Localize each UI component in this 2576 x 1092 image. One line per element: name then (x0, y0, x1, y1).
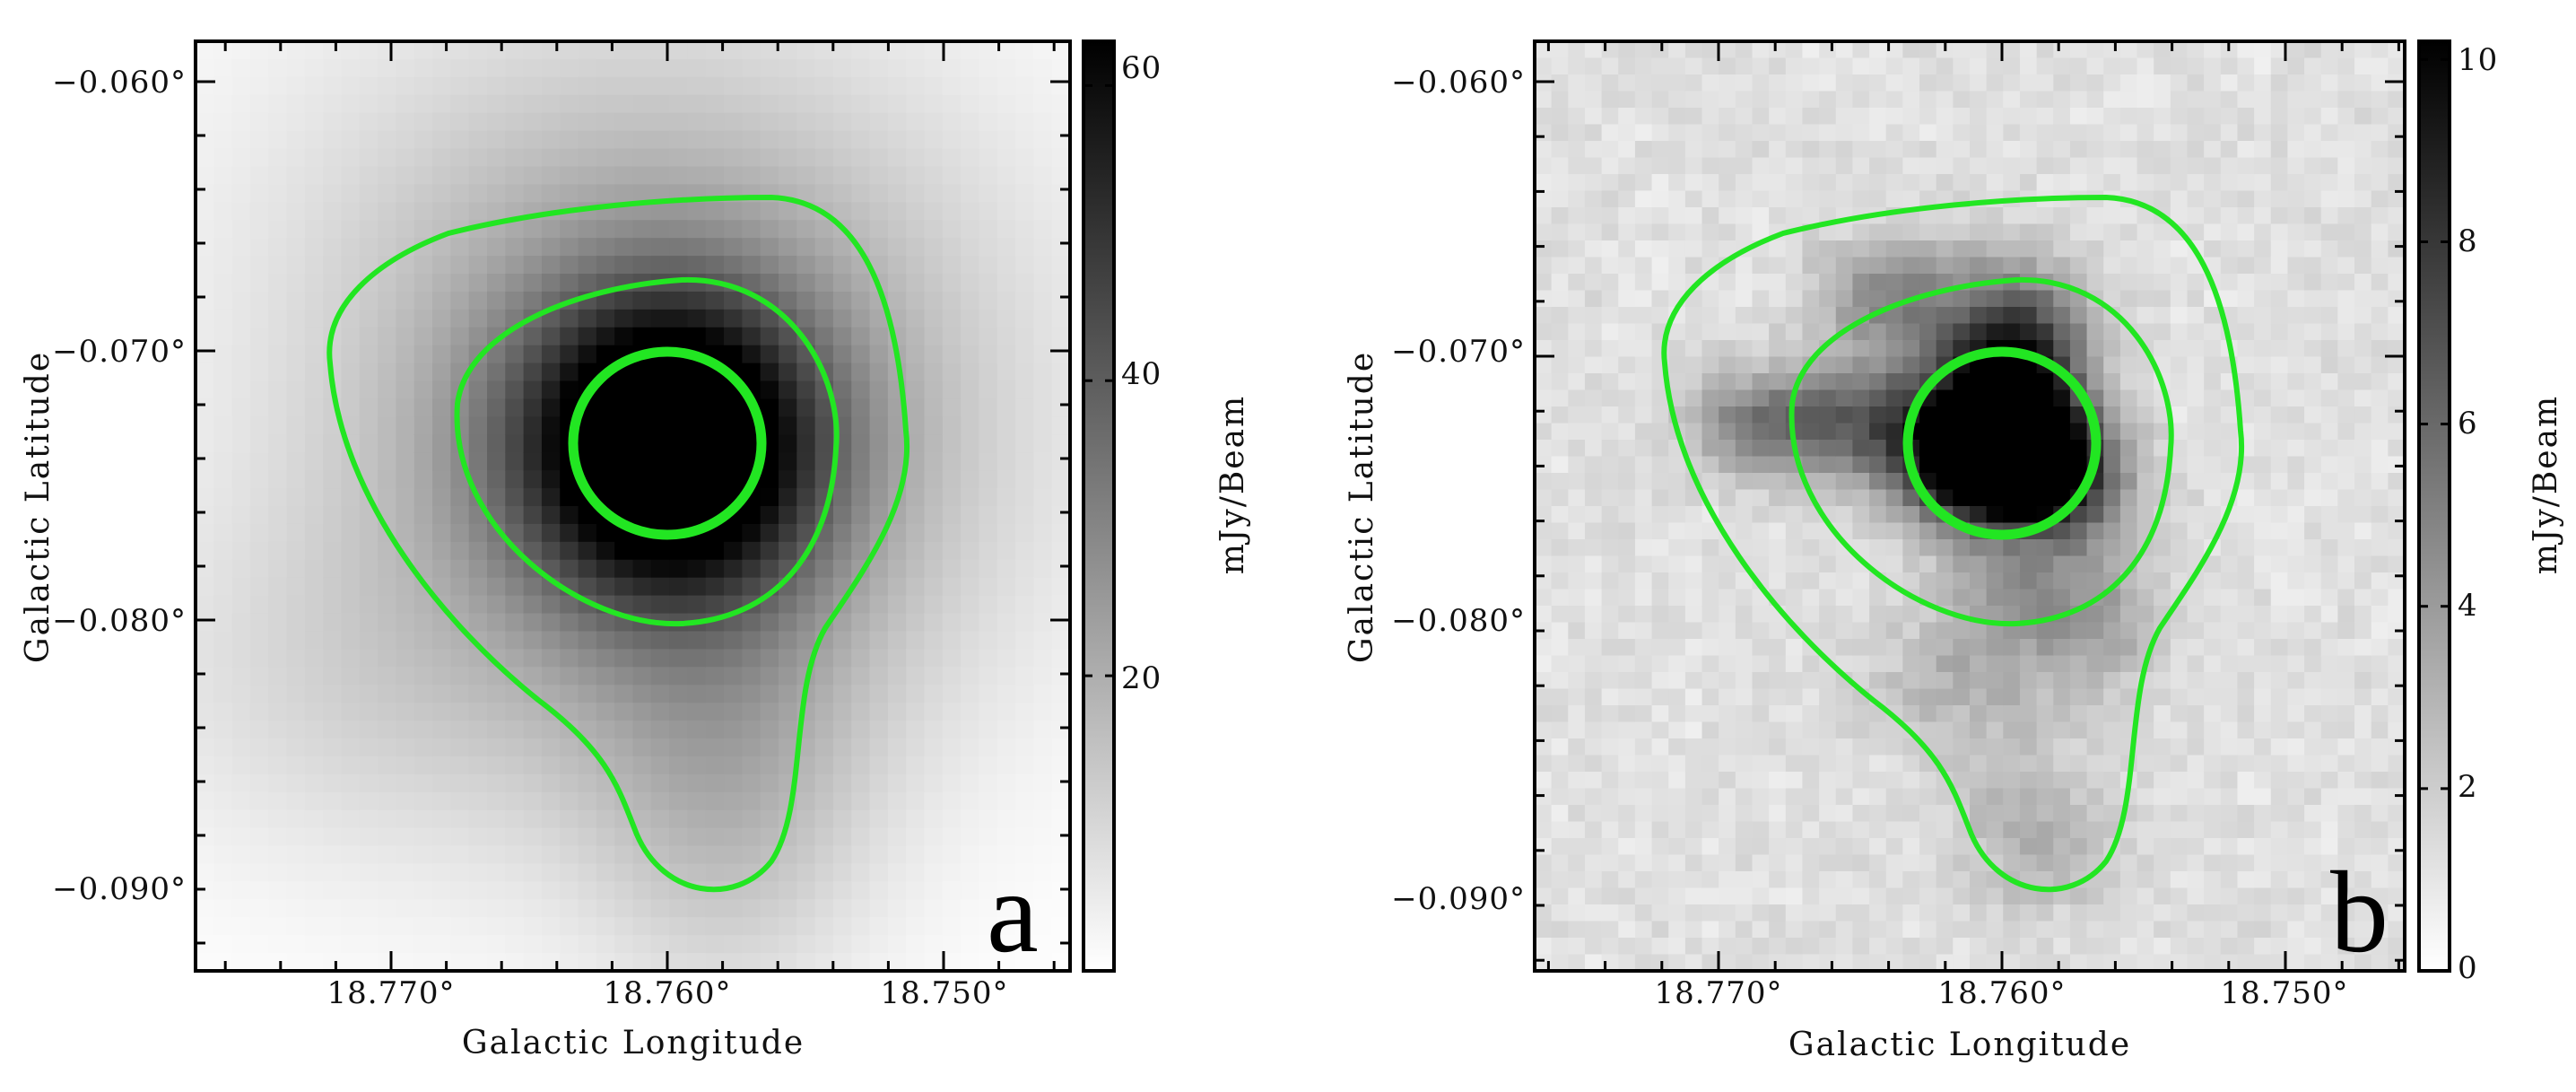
colorbar-ticks-a (1083, 83, 1114, 677)
ticks-a (196, 41, 1070, 971)
contour-middle-b (1788, 276, 2174, 627)
x-tick-b-1: 18.770° (1655, 975, 1783, 1011)
contour-inner-b (1902, 346, 2102, 540)
contour-middle-a (454, 276, 840, 627)
colorbar-a (1082, 39, 1116, 973)
colorbar-tick-a-60: 60 (1121, 50, 1162, 86)
ticks-b (1535, 41, 2405, 971)
colorbar-tick-b-0: 0 (2458, 950, 2478, 986)
colorbar-label-a: mJy/Beam (1214, 395, 1251, 574)
contours-a (326, 194, 910, 893)
y-tick-a-1: −0.060° (52, 65, 187, 100)
heatmap-a (196, 41, 1070, 971)
panel-a: −0.060° −0.070° −0.080° −0.090° 18.770° … (20, 39, 1251, 1061)
contour-outer-a (326, 194, 910, 893)
x-tick-a-3: 18.750° (881, 975, 1009, 1011)
colorbar-ticks-b (2419, 57, 2450, 973)
colorbar-tick-b-6: 6 (2458, 406, 2478, 441)
frame-a (194, 39, 1072, 973)
colorbar-b (2417, 39, 2451, 973)
y-axis-label-b: Galactic Latitude (1344, 351, 1380, 663)
contour-outer-b (1661, 194, 2245, 893)
y-tick-a-3: −0.080° (52, 603, 187, 639)
y-axis-label-a: Galactic Latitude (20, 351, 57, 663)
contour-inner-a (568, 346, 767, 540)
frame-b (1533, 39, 2406, 973)
colorbar-tick-a-40: 40 (1121, 356, 1162, 392)
colorbar-tick-a-20: 20 (1121, 660, 1162, 696)
x-axis-label-a: Galactic Longitude (462, 1025, 805, 1061)
y-tick-b-2: −0.070° (1391, 334, 1526, 370)
colorbar-label-b: mJy/Beam (2528, 395, 2564, 574)
x-axis-label-b: Galactic Longitude (1788, 1026, 2131, 1063)
panel-letter-b: b (2330, 848, 2389, 977)
y-tick-b-4: −0.090° (1391, 881, 1526, 917)
contours-b (1661, 194, 2245, 893)
x-tick-a-1: 18.770° (327, 975, 456, 1011)
x-tick-b-2: 18.760° (1938, 975, 2067, 1011)
colorbar-tick-b-2: 2 (2458, 769, 2478, 805)
y-tick-a-4: −0.090° (52, 871, 187, 907)
colorbar-tick-b-4: 4 (2458, 588, 2478, 624)
x-tick-a-2: 18.760° (604, 975, 732, 1011)
y-tick-b-1: −0.060° (1391, 65, 1526, 100)
colorbar-tick-b-8: 8 (2458, 223, 2478, 259)
y-tick-b-3: −0.080° (1391, 603, 1526, 639)
y-tick-a-2: −0.070° (52, 334, 187, 370)
panel-letter-a: a (987, 848, 1039, 977)
panel-b: −0.060° −0.070° −0.080° −0.090° 18.770° … (1344, 39, 2564, 1063)
x-tick-b-3: 18.750° (2221, 975, 2349, 1011)
colorbar-tick-b-10: 10 (2458, 42, 2498, 78)
